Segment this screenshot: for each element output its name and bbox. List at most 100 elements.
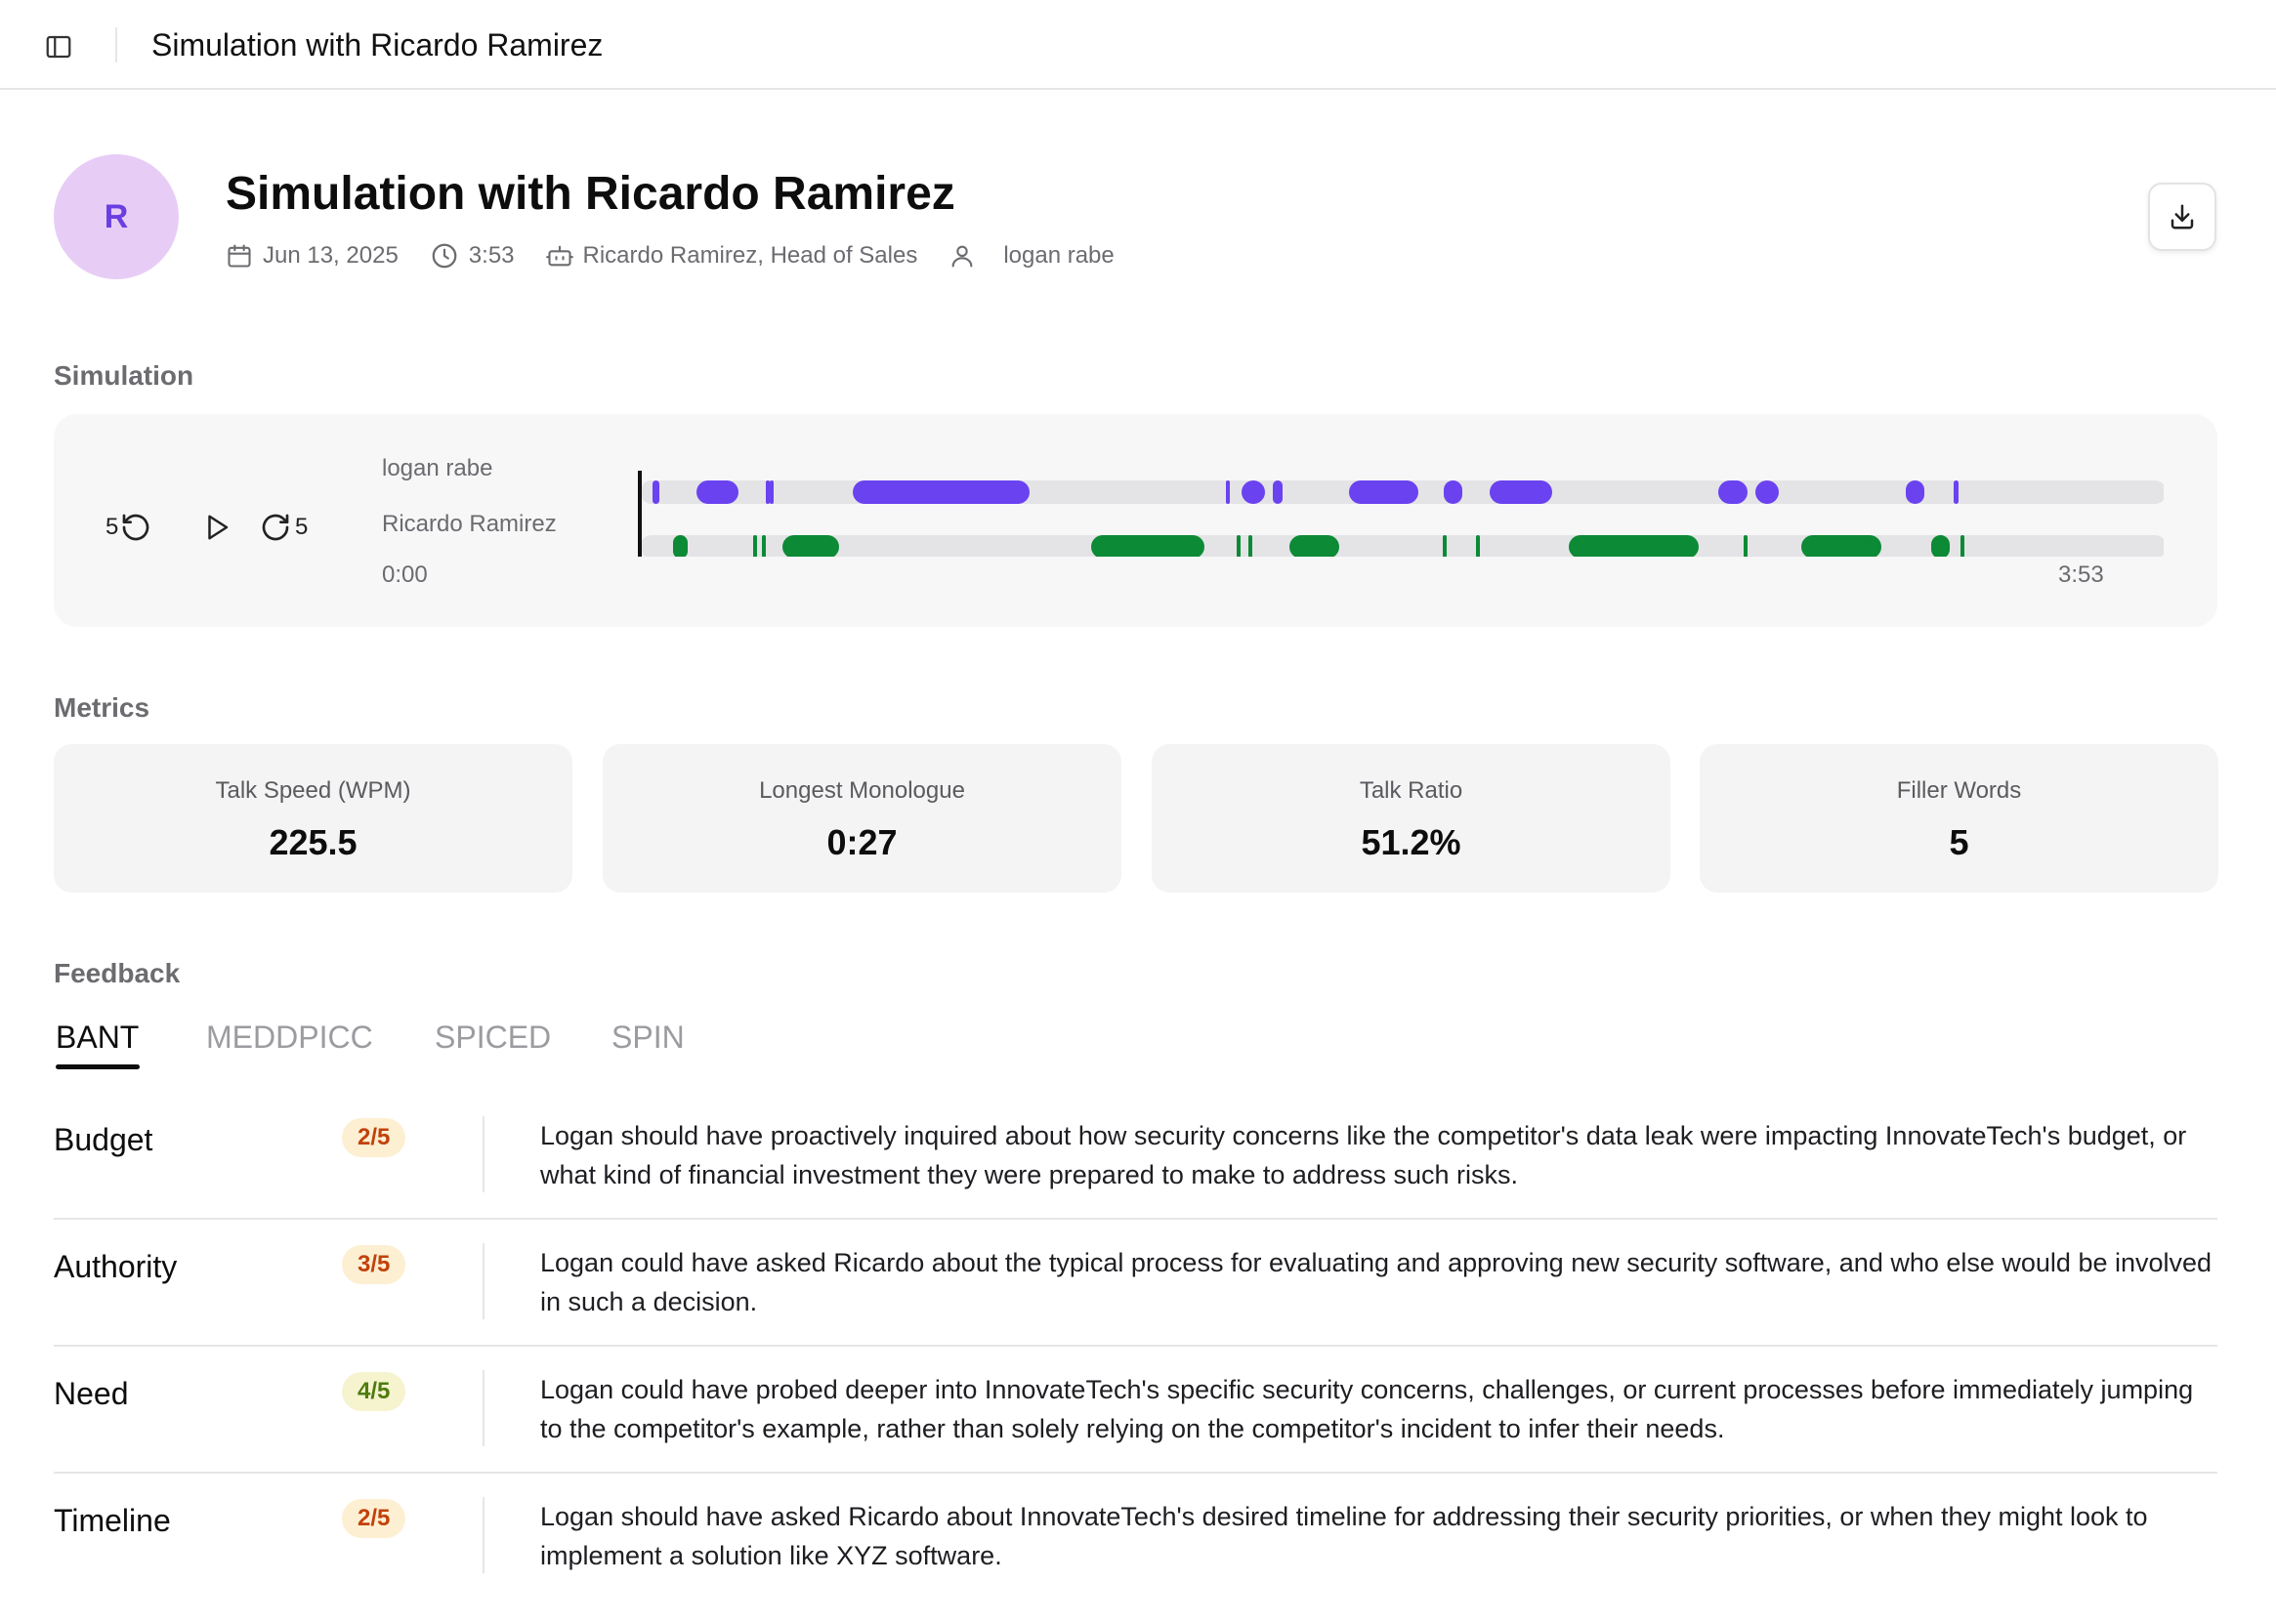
skip-forward-seconds: 5 [295,514,309,540]
speech-segment[interactable] [1931,535,1950,557]
metric-label: Talk Ratio [1359,777,1463,804]
metric-card-longest-monologue: Longest Monologue 0:27 [603,744,1121,893]
feedback-row-timeline: Timeline 2/5 Logan should have asked Ric… [54,1472,2217,1599]
feedback-text: Logan should have proactively inquired a… [540,1121,2187,1189]
speech-segment[interactable] [1349,480,1418,504]
speech-segment[interactable] [1490,480,1552,504]
metric-value: 51.2% [1361,822,1461,862]
meta-user: logan rabe [948,242,1115,270]
timeline-end-time: 3:53 [2058,562,2104,588]
row-divider [483,1243,485,1319]
topbar-divider [115,27,117,62]
row-divider [483,1497,485,1573]
play-button[interactable] [193,504,240,551]
speech-segment[interactable] [673,535,688,557]
speech-segment[interactable] [653,480,659,504]
speech-segment[interactable] [1237,535,1241,557]
speech-segment[interactable] [1226,480,1230,504]
metric-label: Filler Words [1896,777,2022,804]
criterion-label: Timeline [54,1503,171,1538]
speech-segment[interactable] [1476,535,1480,557]
score-badge: 2/5 [342,1118,406,1157]
page-title: Simulation with Ricardo Ramirez [226,168,955,220]
row-divider [483,1116,485,1192]
meta-date: Jun 13, 2025 [226,242,399,270]
speech-segment[interactable] [1091,535,1204,557]
skip-back-seconds: 5 [105,514,119,540]
metric-label: Talk Speed (WPM) [215,777,411,804]
criterion-label: Authority [54,1249,178,1284]
calendar-icon [228,244,251,268]
skip-forward-button[interactable]: 5 [260,504,308,551]
download-button[interactable] [2148,183,2216,251]
rotate-cw-icon [262,514,289,541]
criterion-label: Need [54,1376,129,1411]
speech-segment[interactable] [1906,480,1924,504]
feedback-text: Logan could have probed deeper into Inno… [540,1375,2194,1443]
speech-segment[interactable] [853,480,1030,504]
feedback-text: Logan should have asked Ricardo about In… [540,1502,2148,1570]
tab-spiced[interactable]: SPICED [435,1020,552,1055]
tab-bant[interactable]: BANT [56,1020,140,1055]
tab-meddpicc[interactable]: MEDDPICC [206,1020,373,1055]
speech-segment[interactable] [766,480,770,504]
speech-segment[interactable] [1248,535,1252,557]
speech-segment[interactable] [1954,480,1959,504]
meta-duration: 3:53 [430,241,515,271]
active-tab-indicator [56,1064,140,1069]
sidebar-toggle-icon[interactable] [39,27,78,66]
meta-row: Jun 13, 2025 3:53 Ricardo Ramirez, Head … [226,238,1146,273]
feedback-text: Logan could have asked Ricardo about the… [540,1248,2213,1316]
speech-segment[interactable] [1444,480,1462,504]
row-divider [483,1370,485,1446]
feedback-row-authority: Authority 3/5 Logan could have asked Ric… [54,1218,2217,1347]
speech-segment[interactable] [1755,480,1779,504]
meta-duration-text: 3:53 [468,242,515,269]
speech-segment[interactable] [1569,535,1699,557]
avatar: R [54,154,179,279]
score-badge: 4/5 [342,1372,406,1411]
metric-card-filler-words: Filler Words 5 [1700,744,2218,893]
clock-icon [432,243,457,269]
speech-segment[interactable] [753,535,757,557]
speech-segment[interactable] [1273,480,1283,504]
speech-segment[interactable] [1718,480,1748,504]
speech-segment[interactable] [782,535,839,557]
speech-segment[interactable] [1744,535,1748,557]
meta-user-text: logan rabe [1003,242,1115,269]
criterion-label: Budget [54,1122,153,1157]
simulation-player: 5 5 logan rabe Ricardo Ramirez 0:00 3:53 [54,414,2217,627]
feedback-row-budget: Budget 2/5 Logan should have proactively… [54,1091,2217,1220]
simulation-heading: Simulation [54,360,194,391]
meta-persona-text: Ricardo Ramirez, Head of Sales [582,242,918,269]
track-bg-ricardo [640,535,2164,557]
user-icon [951,245,973,268]
meta-persona: Ricardo Ramirez, Head of Sales [545,242,918,270]
breadcrumb-title: Simulation with Ricardo Ramirez [151,27,604,62]
speech-segment[interactable] [696,480,738,504]
speech-segment[interactable] [1960,535,1964,557]
metric-card-talk-ratio: Talk Ratio 51.2% [1152,744,1670,893]
score-badge: 3/5 [342,1245,406,1284]
speech-segment[interactable] [1801,535,1881,557]
timeline-start-time: 0:00 [382,562,428,588]
play-icon [208,515,229,540]
speech-segment[interactable] [762,535,766,557]
score-badge: 2/5 [342,1499,406,1538]
download-icon [2171,204,2194,229]
speech-segment[interactable] [770,480,774,504]
feedback-row-need: Need 4/5 Logan could have probed deeper … [54,1345,2217,1474]
top-bar: Simulation with Ricardo Ramirez [0,0,2276,90]
track-label-ricardo: Ricardo Ramirez [382,511,557,537]
bot-icon [545,245,573,267]
metric-value: 5 [1949,822,1969,862]
speech-segment[interactable] [1443,535,1447,557]
speech-segment[interactable] [1289,535,1339,557]
skip-back-button[interactable]: 5 [105,504,151,551]
playhead[interactable] [638,471,642,557]
speaker-timeline[interactable] [581,449,2164,557]
speech-segment[interactable] [1242,480,1265,504]
tab-spin[interactable]: SPIN [611,1020,685,1055]
metric-label: Longest Monologue [759,777,965,804]
track-label-logan: logan rabe [382,455,493,481]
